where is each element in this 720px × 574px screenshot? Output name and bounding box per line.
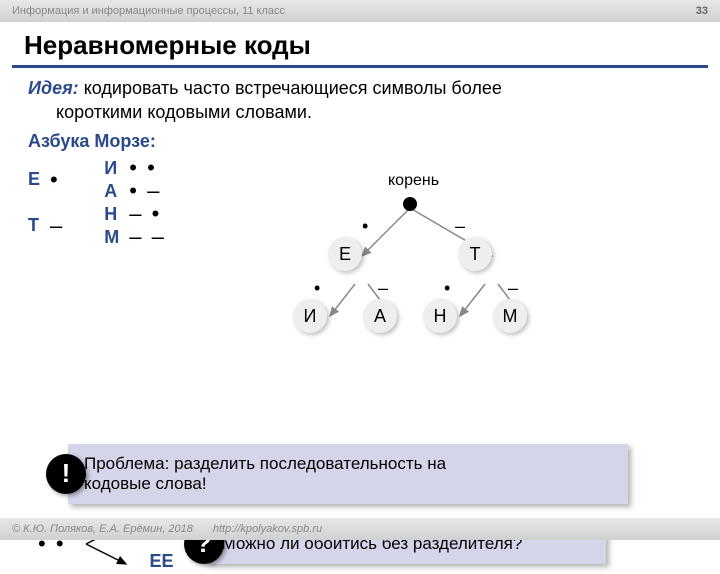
content: Идея: кодировать часто встречающиеся сим… [0, 76, 720, 574]
page-title: Неравномерные коды [0, 22, 720, 65]
idea-label: Идея: [28, 78, 79, 98]
callout1-text1: Проблема: разделить последовательность н… [84, 454, 612, 474]
tree-node: Е [328, 237, 362, 271]
tree-node: Т [458, 237, 492, 271]
morse-label: Азбука Морзе: [28, 131, 692, 152]
tree-root [403, 197, 417, 211]
subject-text: Информация и информационные процессы, 11… [12, 5, 285, 17]
code: – • [129, 205, 166, 223]
idea-text1: кодировать часто встречающиеся символы б… [79, 78, 502, 98]
tree-node: А [363, 299, 397, 333]
footer-copyright: © К.Ю. Поляков, Е.А. Ерёмин, 2018 [12, 523, 193, 535]
edge-label: – [508, 278, 518, 299]
ambiguity-opt2: ЕЕ [150, 551, 174, 572]
exclaim-badge: ! [46, 454, 86, 494]
footer-url: http://kpolyakov.spb.ru [213, 523, 322, 535]
tree-diagram: корень ЕТИАНМ •–•–•– [260, 176, 560, 366]
footer-bar: © К.Ю. Поляков, Е.А. Ерёмин, 2018 http:/… [0, 518, 720, 540]
letter: М [104, 227, 119, 248]
edge-label: – [378, 278, 388, 299]
edge-label: • [362, 216, 368, 237]
tree-node: М [493, 299, 527, 333]
code: • [50, 171, 64, 189]
morse-col2: И • • А • – Н – • М – – [104, 158, 166, 248]
letter: Т [28, 215, 40, 236]
letter: Е [28, 169, 40, 190]
idea-line2: короткими кодовыми словами. [28, 100, 692, 124]
code: – [50, 217, 64, 235]
idea-line1: Идея: кодировать часто встречающиеся сим… [28, 76, 692, 100]
letter: Н [104, 204, 119, 225]
callout1-text2: кодовые слова! [84, 474, 612, 494]
page-number: 33 [696, 5, 708, 17]
code: • • [129, 159, 166, 177]
tree-node: И [293, 299, 327, 333]
edge-label: • [314, 278, 320, 299]
edge-label: • [444, 278, 450, 299]
letter: А [104, 181, 119, 202]
problem-callout: ! Проблема: разделить последовательность… [68, 444, 628, 504]
title-rule [12, 65, 708, 68]
code: – – [129, 228, 166, 246]
edge-label: – [455, 216, 465, 237]
tree-node: Н [423, 299, 457, 333]
letter: И [104, 158, 119, 179]
morse-col1: Е • Т – [28, 158, 64, 248]
header-bar: Информация и информационные процессы, 11… [0, 0, 720, 22]
code: • – [129, 182, 166, 200]
